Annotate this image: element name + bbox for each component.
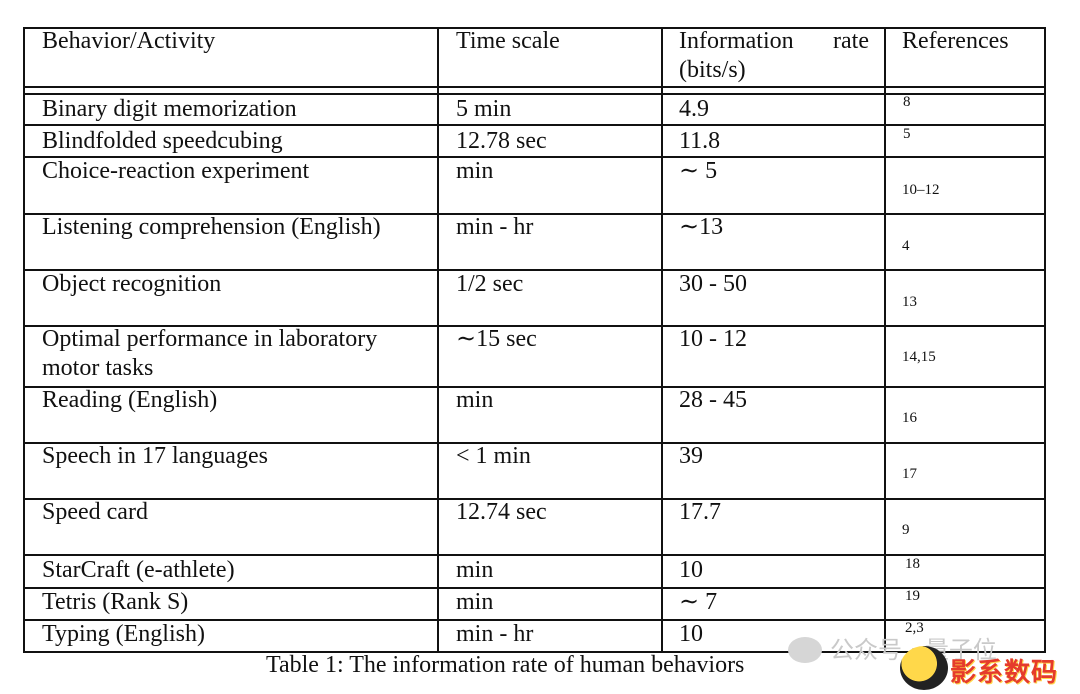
row-divider [23,442,1046,444]
column-divider-3 [884,27,886,653]
row-divider [23,325,1046,327]
table-cell-timescale: 12.78 sec [456,128,547,154]
column-divider-1 [437,27,439,653]
table-cell-timescale: min - hr [456,621,534,647]
table-cell-rate: 10 - 12 [679,326,747,352]
table-cell-reference: 4 [902,238,910,254]
table-cell-reference: 13 [902,294,917,310]
table-cell-behavior: Optimal performance in laboratory [42,326,378,352]
table-cell-behavior: Object recognition [42,271,222,297]
table-cell-rate: 28 - 45 [679,387,747,413]
row-divider [23,554,1046,556]
wechat-icon [788,637,822,663]
table-cell-rate: 11.8 [679,128,721,154]
table-cell-behavior: StarCraft (e-athlete) [42,557,235,583]
row-divider [23,213,1046,215]
table-cell-behavior: Choice-reaction experiment [42,158,310,184]
table-cell-timescale: min - hr [456,214,534,240]
table-cell-timescale: 5 min [456,96,512,122]
table-cell-behavior-continued: motor tasks [42,355,154,381]
table-cell-reference: 5 [903,126,911,142]
table-cell-rate: 17.7 [679,499,721,525]
header-information-rate: Information rate [679,28,869,54]
table-cell-behavior: Binary digit memorization [42,96,297,122]
table-cell-timescale: min [456,387,494,413]
table-cell-behavior: Blindfolded speedcubing [42,128,283,154]
header-bottom-rule-1 [23,86,1046,88]
table-cell-timescale: 12.74 sec [456,499,547,525]
table-cell-timescale: ∼15 sec [456,326,537,352]
header-timescale: Time scale [456,28,560,54]
table-cell-reference: 10–12 [902,182,940,198]
header-behavior: Behavior/Activity [42,28,216,54]
table-cell-behavior: Speech in 17 languages [42,443,268,469]
row-divider [23,386,1046,388]
table-cell-rate: 4.9 [679,96,709,122]
header-bottom-rule-2 [23,93,1046,95]
table-cell-rate: 10 [679,557,703,583]
brand-logo-text: 影系数码 [950,658,1059,688]
table-cell-behavior: Speed card [42,499,148,525]
row-divider [23,156,1046,158]
table-cell-timescale: min [456,589,494,615]
table-cell-rate: ∼13 [679,214,724,240]
row-divider [23,619,1046,621]
table-border-top [23,27,1046,29]
table-cell-rate: 10 [679,621,703,647]
column-divider-2 [661,27,663,653]
table-cell-reference: 17 [902,466,917,482]
table-cell-timescale: 1/2 sec [456,271,524,297]
table-cell-behavior: Reading (English) [42,387,218,413]
table-cell-reference: 2,3 [905,620,924,636]
table-cell-rate: ∼ 5 [679,158,718,184]
table-cell-reference: 14,15 [902,349,936,365]
table-cell-behavior: Listening comprehension (English) [42,214,381,240]
table-cell-timescale: min [456,158,494,184]
row-divider [23,269,1046,271]
header-information-rate-unit: (bits/s) [679,57,746,83]
table-cell-reference: 16 [902,410,917,426]
table-cell-timescale: min [456,557,494,583]
table-cell-rate: ∼ 7 [679,589,718,615]
table-cell-timescale: < 1 min [456,443,531,469]
table-cell-reference: 9 [902,522,910,538]
table-cell-behavior: Typing (English) [42,621,205,647]
table-border-right [1044,27,1046,653]
table-cell-reference: 19 [905,588,920,604]
row-divider [23,587,1046,589]
header-references: References [902,28,1009,54]
table-border-bottom [23,651,1046,653]
table-cell-behavior: Tetris (Rank S) [42,589,189,615]
table-cell-rate: 39 [679,443,703,469]
row-divider [23,498,1046,500]
row-divider [23,124,1046,126]
table-caption: Table 1: The information rate of human b… [266,652,745,678]
brand-logo-icon [900,646,948,690]
table-cell-reference: 18 [905,556,920,572]
table-cell-reference: 8 [903,94,911,110]
table-cell-rate: 30 - 50 [679,271,747,297]
table-border-left [23,27,25,653]
